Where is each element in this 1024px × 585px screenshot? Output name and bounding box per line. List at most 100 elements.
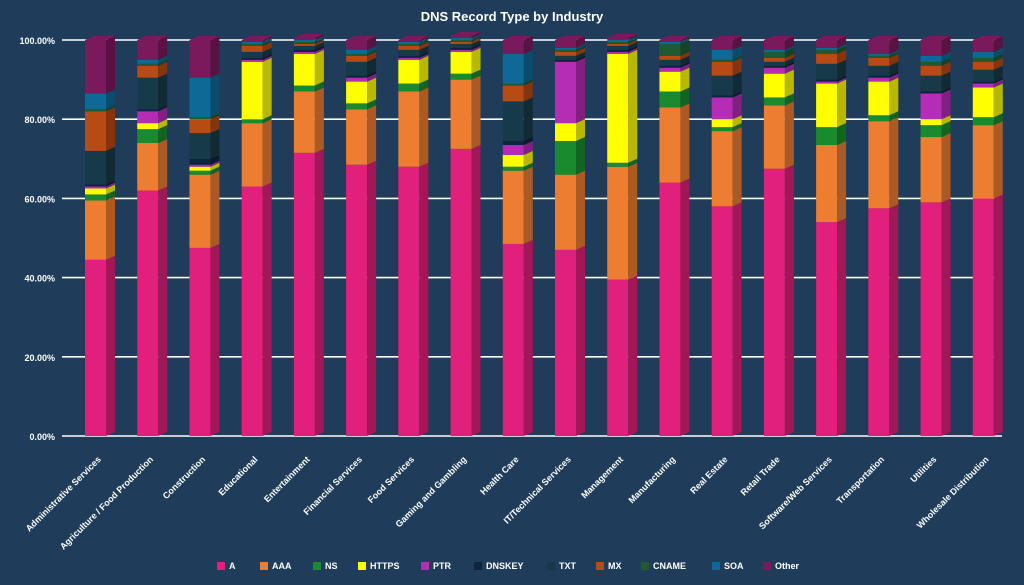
bar-segment-side xyxy=(993,113,1003,126)
bar-top xyxy=(607,34,638,39)
bar-segment xyxy=(972,87,994,118)
bar-segment-side xyxy=(889,71,899,78)
bar-segment-side xyxy=(367,51,377,62)
bar-segment xyxy=(502,140,524,145)
bar-segment-side xyxy=(628,39,638,46)
legend-label: A xyxy=(229,561,236,571)
bar-segment xyxy=(555,123,576,141)
bar-segment xyxy=(920,75,942,92)
bar-segment-side xyxy=(314,87,324,153)
x-tick-label: Educational xyxy=(216,454,259,497)
bar-segment-side xyxy=(158,73,168,110)
bar-segment xyxy=(920,119,942,126)
bar-segment xyxy=(763,49,785,52)
bar-segment-side xyxy=(419,53,429,60)
legend-item: CNAME xyxy=(641,561,686,571)
bar-segment xyxy=(711,59,733,62)
bar-segment-side xyxy=(523,49,533,84)
bar-segment-side xyxy=(837,79,847,128)
bar-segment-side xyxy=(471,36,481,42)
bar-segment-side xyxy=(367,71,377,78)
bar-segment xyxy=(189,170,211,175)
bar-segment xyxy=(972,40,994,52)
bar-segment xyxy=(659,59,681,66)
legend-label: SOA xyxy=(724,561,744,571)
bar-segment-side xyxy=(680,87,690,108)
bar-segment-side xyxy=(993,47,1003,58)
bar-segment-side xyxy=(471,32,481,39)
bar-segment-side xyxy=(106,190,115,201)
x-tick-label: Management xyxy=(579,454,625,500)
bar-segment-side xyxy=(889,36,899,54)
bar-segment xyxy=(659,182,681,436)
bar-segment xyxy=(920,202,942,436)
legend-label: CNAME xyxy=(653,561,686,571)
bar-segment-side xyxy=(732,71,742,96)
legend-label: NS xyxy=(325,561,338,571)
y-tick-label: 100.00% xyxy=(19,36,55,46)
bar-segment-side xyxy=(523,81,533,102)
bar-segment xyxy=(763,168,785,436)
bar-segment-side xyxy=(732,45,742,60)
bar-stack xyxy=(763,36,794,436)
bar-segment xyxy=(85,259,106,436)
bar-top xyxy=(398,36,429,40)
bar-segment xyxy=(555,47,576,50)
bar-segment-side xyxy=(523,79,533,86)
bar-segment-side xyxy=(732,91,742,98)
bar-segment-side xyxy=(523,140,533,155)
bar-segment xyxy=(920,65,942,76)
bar-segment-side xyxy=(419,45,429,56)
bar-segment-side xyxy=(106,107,115,151)
bar-segment xyxy=(972,83,994,88)
bar-segment xyxy=(972,125,994,199)
bar-segment-side xyxy=(941,61,951,76)
bar-segment-side xyxy=(941,115,951,126)
bar-segment-side xyxy=(889,49,899,56)
bar-top xyxy=(816,36,847,40)
bar-segment-side xyxy=(471,39,481,48)
bar-segment xyxy=(555,140,576,175)
bar-segment xyxy=(607,41,629,44)
bar-segment-side xyxy=(837,218,847,436)
bar-segment-side xyxy=(471,34,481,40)
bar-segment xyxy=(816,47,838,50)
bar-segment xyxy=(189,158,211,165)
bar-segment xyxy=(763,65,785,68)
bar-segment-side xyxy=(680,51,690,60)
legend-item: MX xyxy=(596,561,622,571)
bar-segment xyxy=(972,57,994,62)
bar-segment xyxy=(972,198,994,436)
bar-segment xyxy=(241,57,263,60)
legend-swatch xyxy=(217,562,225,570)
bar-segment-side xyxy=(210,160,220,167)
bar-segment xyxy=(659,41,681,44)
bar-segment xyxy=(189,133,211,159)
bar-segment-side xyxy=(262,39,272,46)
legend-label: TXT xyxy=(559,561,577,571)
bar-segment-side xyxy=(314,45,324,52)
bar-segment xyxy=(189,247,211,436)
bar-segment xyxy=(450,43,472,48)
bar-top xyxy=(555,36,585,40)
bar-segment xyxy=(502,144,524,155)
bar-segment xyxy=(868,65,890,76)
bar-segment xyxy=(502,101,524,141)
bar-segment-side xyxy=(732,115,742,128)
bar-segment xyxy=(920,93,942,120)
bar-top xyxy=(85,36,115,40)
bar-segment xyxy=(346,49,368,54)
bar-segment-side xyxy=(784,101,794,169)
bar-segment-side xyxy=(262,115,272,124)
bar-segment xyxy=(502,83,524,86)
bar-stack xyxy=(137,36,168,436)
bar-segment-side xyxy=(367,73,377,82)
bar-segment-side xyxy=(523,166,533,244)
bar-segment xyxy=(868,81,890,116)
bar-segment-side xyxy=(419,87,429,167)
bar-segment xyxy=(85,111,106,151)
bar-segment-side xyxy=(419,162,429,436)
bar-segment xyxy=(450,73,472,80)
bar-stack xyxy=(816,36,847,436)
